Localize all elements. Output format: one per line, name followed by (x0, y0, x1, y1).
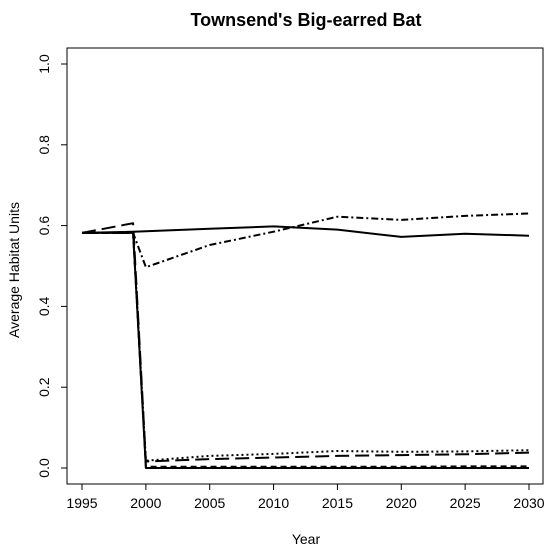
x-tick-label: 2005 (194, 495, 225, 511)
y-axis: 0.0 0.2 0.4 0.6 0.8 1.0 (36, 54, 68, 478)
series-line-6 (82, 231, 529, 468)
series-line-2 (82, 212, 530, 269)
y-axis-label: Average Habitat Units (6, 202, 22, 338)
y-tick-label: 0.6 (36, 216, 52, 236)
x-tick-label: 2030 (513, 495, 544, 511)
x-tick-label: 2015 (322, 495, 353, 511)
x-axis: 1995 2000 2005 2010 2015 2020 2025 2030 (66, 483, 545, 511)
x-tick-label: 2010 (258, 495, 289, 511)
x-tick-label: 2025 (450, 495, 481, 511)
series-line-5 (82, 231, 529, 469)
series-line-3 (81, 222, 530, 463)
series-layer (81, 212, 530, 469)
series-line-1 (81, 225, 530, 238)
x-tick-label: 2000 (130, 495, 161, 511)
y-tick-label: 0.8 (36, 135, 52, 155)
y-tick-label: 1.0 (36, 54, 52, 74)
chart-title: Townsend's Big-earred Bat (191, 10, 422, 30)
x-axis-label: Year (292, 531, 321, 547)
x-tick-label: 1995 (66, 495, 97, 511)
x-tick-label: 2020 (386, 495, 417, 511)
y-tick-label: 0.0 (36, 458, 52, 478)
y-tick-label: 0.4 (36, 296, 52, 316)
y-tick-label: 0.2 (36, 377, 52, 397)
plot-frame (66, 47, 544, 485)
